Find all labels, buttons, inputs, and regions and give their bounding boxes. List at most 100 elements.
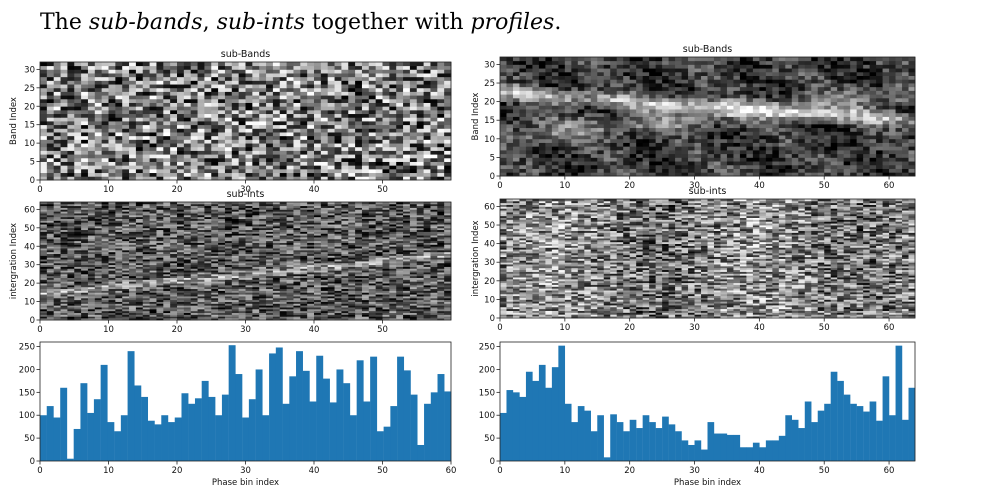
heatmap-cell	[238, 87, 246, 92]
heatmap-cell	[403, 176, 411, 181]
heatmap-cell	[811, 75, 819, 80]
heatmap-cell	[60, 316, 68, 319]
heatmap-cell	[81, 172, 89, 177]
heatmap-cell	[259, 301, 267, 304]
heatmap-cell	[837, 135, 845, 140]
heatmap-cell	[403, 150, 411, 155]
heatmap-cell	[129, 296, 137, 299]
heatmap-cell	[327, 113, 335, 118]
heatmap-cell	[403, 109, 411, 115]
heatmap-cell	[190, 168, 198, 174]
heatmap-cell	[571, 68, 579, 73]
heatmap-cell	[46, 69, 55, 74]
heatmap-cell	[525, 149, 533, 155]
heatmap-cell	[40, 69, 48, 74]
heatmap-cell	[584, 68, 592, 73]
heatmap-cell	[416, 113, 424, 118]
heatmap-cell	[863, 149, 871, 155]
heatmap-cell	[403, 121, 411, 126]
heatmap-cell	[382, 305, 390, 308]
heatmap-cell	[430, 150, 438, 155]
heatmap-cell	[231, 132, 240, 137]
heatmap-cell	[577, 57, 585, 62]
heatmap-cell	[382, 84, 390, 89]
heatmap-cell	[197, 297, 205, 301]
heatmap-cell	[341, 65, 349, 70]
heatmap-cell	[382, 292, 390, 295]
heatmap-cell	[170, 310, 178, 314]
heatmap-cell	[444, 91, 452, 96]
heatmap-cell	[713, 86, 721, 91]
heatmap-cell	[389, 113, 397, 118]
heatmap-cell	[519, 60, 527, 65]
heatmap-cell	[423, 117, 431, 122]
heatmap-cell	[759, 71, 767, 76]
heatmap-cell	[334, 154, 342, 159]
heatmap-cell	[616, 90, 624, 95]
heatmap-cell	[610, 101, 618, 106]
heatmap-cell	[765, 172, 773, 177]
heatmap-cell	[733, 79, 741, 84]
heatmap-cell	[396, 176, 404, 181]
heatmap-cell	[286, 305, 294, 308]
heatmap-cell	[60, 305, 68, 308]
heatmap-cell	[785, 105, 793, 110]
heatmap-cell	[307, 84, 315, 89]
heatmap-cell	[416, 296, 424, 299]
heatmap-cell	[81, 312, 89, 315]
heatmap-cell	[726, 57, 734, 62]
heatmap-cell	[361, 294, 370, 297]
heatmap-cell	[341, 318, 349, 321]
heatmap-cell	[375, 168, 383, 174]
heatmap-cell	[156, 128, 164, 133]
heatmap-cell	[843, 109, 851, 114]
heatmap-cell	[551, 157, 559, 162]
heatmap-cell	[444, 65, 452, 70]
heatmap-cell	[850, 60, 858, 65]
heatmap-cell	[163, 146, 171, 151]
plot-frame	[499, 56, 916, 177]
heatmap-cell	[726, 123, 734, 129]
heatmap-cell	[444, 113, 452, 118]
heatmap-cell	[286, 87, 294, 92]
heatmap-cell	[688, 127, 695, 132]
heatmap-cell	[67, 307, 75, 310]
heatmap-cell	[423, 299, 431, 302]
heatmap-cell	[811, 142, 819, 147]
heatmap-cell	[597, 172, 605, 177]
heatmap-cell	[597, 135, 605, 140]
heatmap-cell	[739, 60, 747, 65]
heatmap-cell	[361, 62, 370, 67]
heatmap-cell	[444, 154, 452, 159]
heatmap-cell	[142, 143, 150, 148]
heatmap-cell	[231, 314, 240, 317]
heatmap-cell	[74, 98, 82, 103]
heatmap-cell	[726, 153, 734, 158]
heatmap-cell	[46, 73, 55, 78]
heatmap-cell	[67, 314, 75, 317]
heatmap-cell	[334, 165, 342, 170]
heatmap-cell	[300, 80, 308, 85]
heatmap-cell	[382, 76, 390, 81]
heatmap-cell	[396, 299, 404, 302]
heatmap-cell	[101, 106, 109, 111]
heatmap-cell	[314, 318, 322, 321]
heatmap-cell	[149, 157, 157, 162]
heatmap-cell	[334, 113, 342, 118]
heatmap-cell	[197, 62, 205, 67]
heatmap-cell	[334, 176, 342, 181]
heatmap-cell	[694, 131, 702, 136]
heatmap-cell	[129, 76, 137, 81]
heatmap-cell	[869, 157, 877, 162]
heatmap-cell	[348, 91, 356, 96]
heatmap-cell	[430, 76, 438, 81]
heatmap-cell	[266, 290, 274, 293]
heatmap-cell	[197, 290, 205, 293]
heatmap-cell	[798, 135, 806, 140]
heatmap-cell	[713, 127, 721, 132]
heatmap-cell	[94, 87, 103, 92]
heatmap-cell	[837, 90, 845, 95]
heatmap-cell	[713, 105, 721, 110]
heatmap-cell	[694, 116, 702, 121]
heatmap-cell	[416, 135, 424, 140]
